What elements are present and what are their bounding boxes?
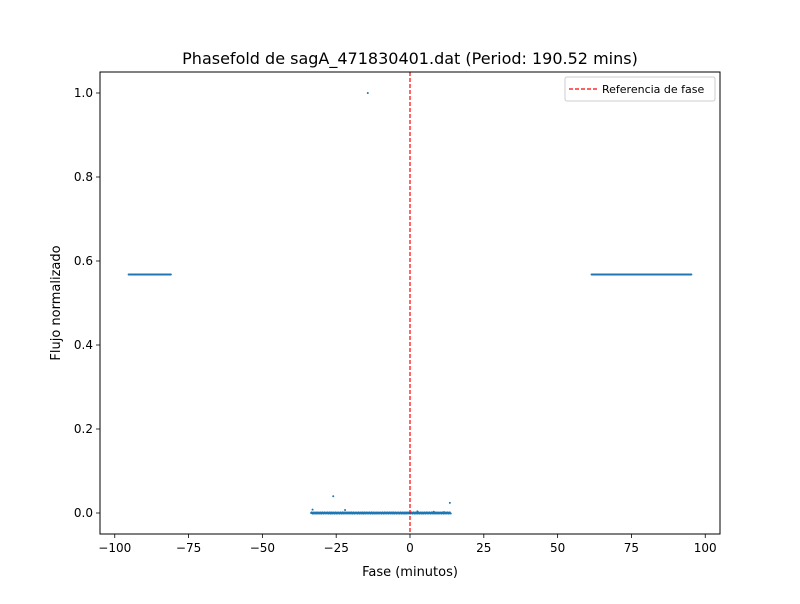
data-point-outlier	[416, 510, 419, 513]
x-axis-label: Fase (minutos)	[362, 565, 458, 580]
data-point-outlier	[332, 495, 335, 498]
legend-label: Referencia de fase	[602, 83, 705, 96]
data-point-outlier	[366, 92, 369, 94]
y-tick-label: 0.4	[74, 338, 93, 352]
x-tick-label: 75	[624, 541, 639, 555]
legend: Referencia de fase	[564, 76, 716, 102]
x-tick-label: 50	[550, 541, 565, 555]
y-axis-label: Flujo normalizado	[49, 245, 64, 360]
y-tick-label: 1.0	[74, 86, 93, 100]
x-tick-label: −50	[250, 541, 275, 555]
x-tick-label: 0	[406, 541, 414, 555]
x-tick-label: −25	[324, 541, 349, 555]
legend-box	[564, 76, 716, 102]
x-tick-label: −75	[176, 541, 201, 555]
y-tick-label: 0.8	[74, 170, 93, 184]
data-point-outlier	[432, 510, 435, 513]
y-tick-label: 0.0	[74, 506, 93, 520]
data-point-outlier	[344, 509, 347, 512]
data-point	[169, 273, 172, 276]
x-axis-ticks: −100 −75 −50 −25 0 25 50 75 100	[98, 534, 717, 555]
y-tick-label: 0.2	[74, 422, 93, 436]
data-point	[690, 273, 693, 276]
x-tick-label: 25	[476, 541, 491, 555]
data-point-outlier	[311, 508, 314, 511]
data-point-outlier	[448, 501, 451, 504]
data-point-outlier	[442, 511, 445, 514]
plot-frame	[99, 71, 721, 535]
y-axis-ticks: 0.0 0.2 0.4 0.6 0.8 1.0	[74, 86, 100, 520]
x-tick-label: −100	[98, 541, 131, 555]
data-point	[449, 512, 452, 515]
plot-area	[127, 72, 693, 534]
y-tick-label: 0.6	[74, 254, 93, 268]
chart-title: Phasefold de sagA_471830401.dat (Period:…	[182, 49, 638, 69]
x-tick-label: 100	[694, 541, 717, 555]
